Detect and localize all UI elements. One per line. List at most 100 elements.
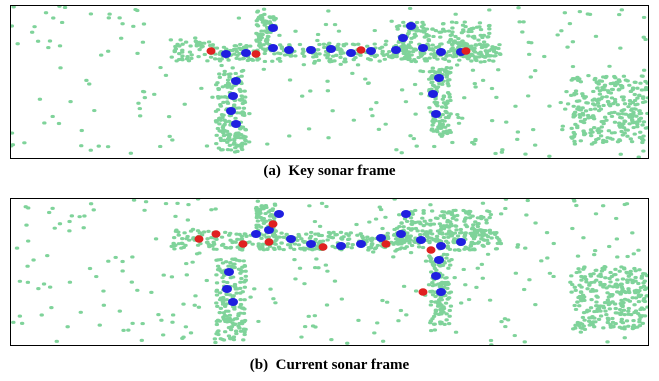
point — [453, 13, 457, 16]
point — [356, 63, 360, 66]
point — [445, 281, 449, 284]
point — [441, 311, 445, 314]
point — [231, 263, 235, 266]
point — [458, 231, 462, 234]
feature-blue — [306, 240, 316, 248]
point — [177, 52, 181, 55]
current-frame-plot — [10, 198, 649, 346]
point — [601, 122, 605, 125]
point — [68, 281, 72, 284]
point — [448, 263, 452, 266]
point — [237, 47, 241, 50]
point — [574, 204, 578, 207]
point — [559, 29, 563, 32]
point — [380, 46, 384, 49]
point — [630, 118, 634, 121]
point — [79, 144, 83, 147]
point — [622, 327, 626, 330]
point — [384, 40, 388, 43]
point — [268, 16, 272, 19]
point — [313, 314, 317, 317]
point — [396, 242, 400, 245]
point — [262, 19, 266, 22]
point — [592, 253, 596, 256]
point — [371, 250, 375, 253]
point — [242, 136, 246, 139]
point — [297, 235, 301, 238]
point — [184, 41, 188, 44]
point — [215, 305, 219, 308]
point — [222, 139, 226, 142]
point — [152, 93, 156, 96]
point — [468, 216, 472, 219]
point — [450, 48, 454, 51]
point — [429, 303, 433, 306]
point — [182, 231, 186, 234]
point — [374, 101, 378, 104]
point — [412, 58, 416, 61]
point — [418, 69, 422, 72]
point — [380, 299, 384, 302]
point — [581, 236, 585, 239]
point — [566, 102, 570, 105]
point — [631, 113, 635, 116]
point — [476, 52, 480, 55]
point — [222, 134, 226, 137]
point — [494, 96, 498, 99]
feature-blue — [356, 240, 366, 248]
point — [575, 124, 579, 127]
point — [205, 279, 209, 282]
point — [177, 44, 181, 47]
point — [281, 236, 285, 239]
point — [636, 249, 640, 252]
point — [637, 300, 641, 303]
point — [225, 130, 229, 133]
point — [367, 220, 371, 223]
point — [216, 87, 220, 90]
point — [487, 27, 491, 30]
point — [594, 35, 598, 38]
point — [463, 223, 467, 226]
point — [343, 57, 347, 60]
point — [629, 137, 633, 140]
point — [603, 276, 607, 279]
point — [87, 82, 91, 85]
point — [77, 215, 81, 218]
point — [244, 275, 248, 278]
point — [604, 75, 608, 78]
point — [161, 333, 165, 336]
point — [264, 38, 268, 41]
point — [427, 236, 431, 239]
point — [260, 204, 264, 207]
point — [455, 113, 459, 116]
point — [80, 129, 84, 132]
point — [113, 256, 117, 259]
point — [521, 20, 525, 23]
point — [457, 59, 461, 62]
point — [409, 223, 413, 226]
point — [593, 78, 597, 81]
point — [547, 104, 551, 107]
point — [598, 93, 602, 96]
point — [233, 284, 237, 287]
point — [496, 47, 500, 50]
point — [368, 58, 372, 61]
point — [206, 230, 210, 233]
point — [338, 56, 342, 59]
point — [149, 291, 153, 294]
point — [527, 53, 531, 56]
point — [609, 326, 613, 329]
point — [370, 114, 374, 117]
point — [581, 268, 585, 271]
point — [607, 245, 611, 248]
point — [444, 106, 448, 109]
point — [222, 46, 226, 49]
point — [459, 301, 463, 304]
point — [223, 305, 227, 308]
point — [479, 28, 483, 31]
feature-blue — [456, 238, 466, 246]
point — [240, 320, 244, 323]
point — [579, 285, 583, 288]
point — [646, 96, 649, 99]
point — [239, 277, 243, 280]
